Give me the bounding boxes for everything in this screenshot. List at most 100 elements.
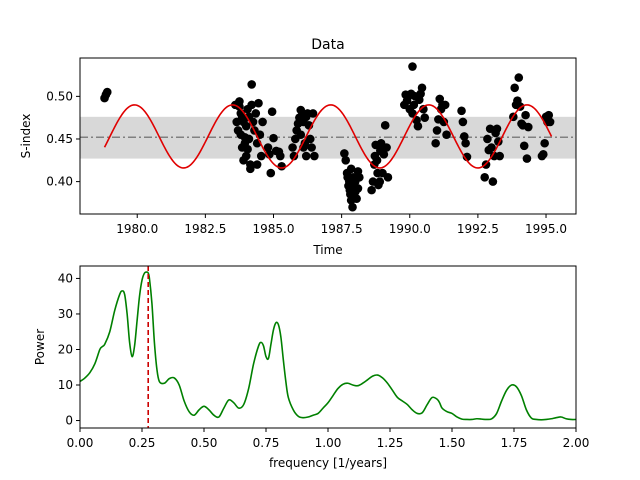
data-point [289, 151, 299, 161]
data-point [353, 184, 363, 193]
data-point [263, 143, 273, 152]
bottom-x-ticks: 0.00 0.25 0.50 0.75 1.00 1.25 1.50 1.75 2.00 [67, 428, 590, 450]
data-point [492, 124, 502, 134]
data-point [267, 107, 277, 117]
data-point [288, 143, 297, 152]
data-point [487, 143, 496, 152]
data-point [102, 87, 112, 97]
data-point [408, 109, 417, 118]
data-point [439, 117, 449, 127]
x-tick-label: 1980.0 [116, 222, 158, 236]
data-point [457, 106, 466, 116]
data-point [305, 134, 315, 144]
data-points [100, 62, 555, 212]
data-point [340, 149, 349, 158]
data-point [244, 134, 254, 144]
x-tick-label: 1987.5 [321, 222, 363, 236]
data-point [352, 194, 361, 203]
data-point [540, 138, 549, 148]
x-tick-label: 1.00 [315, 436, 342, 450]
data-point [432, 126, 442, 135]
data-point [247, 80, 256, 89]
data-point [243, 144, 252, 154]
model-curve [103, 104, 553, 169]
data-point [408, 62, 417, 71]
data-point [307, 143, 316, 152]
top-y-label: S-index [19, 114, 33, 159]
x-tick-label: 1995.0 [525, 222, 567, 236]
data-point [241, 121, 251, 131]
data-point [524, 122, 533, 132]
y-tick-label: 40 [58, 271, 73, 285]
data-point [379, 150, 389, 159]
data-point [276, 151, 285, 161]
data-point [346, 164, 356, 174]
data-point [241, 151, 251, 161]
bottom-y-ticks: 0 10 20 30 40 [58, 271, 80, 428]
data-point [459, 132, 469, 141]
data-point [375, 177, 385, 186]
data-point [409, 100, 419, 110]
data-point [519, 141, 529, 151]
x-tick-label: 1.25 [377, 436, 404, 450]
x-tick-label: 0.50 [191, 436, 218, 450]
data-point [251, 109, 261, 118]
x-tick-label: 1992.5 [457, 222, 499, 236]
top-title: Data [311, 37, 344, 53]
data-point [254, 98, 263, 108]
top-y-ticks: 0.40 0.45 0.50 [46, 89, 80, 189]
y-tick-label: 0.40 [46, 175, 73, 189]
data-point [515, 102, 525, 111]
data-point [266, 168, 276, 178]
top-x-ticks: 1980.0 1982.5 1985.0 1987.5 1990.0 1992.5 1995… [116, 214, 567, 236]
data-point [247, 100, 256, 110]
data-point [514, 73, 524, 82]
data-point [348, 202, 357, 212]
data-point [382, 143, 391, 152]
data-point [442, 130, 451, 140]
data-point [480, 173, 490, 182]
data-point [413, 121, 423, 131]
y-tick-label: 0.50 [46, 89, 73, 103]
x-tick-label: 1.50 [439, 436, 466, 450]
x-tick-label: 1982.5 [184, 222, 226, 236]
bottom-x-label: frequency [1/years] [269, 456, 387, 470]
data-point [538, 150, 548, 159]
x-tick-label: 0.00 [67, 436, 94, 450]
bottom-panel: 0.00 0.25 0.50 0.75 1.00 1.25 1.50 1.75 2.00 0 10… [33, 265, 590, 470]
data-point [269, 133, 278, 143]
data-point [461, 138, 470, 148]
power-spectrum-line [79, 271, 577, 421]
y-tick-label: 0.45 [46, 132, 73, 146]
data-point [462, 152, 472, 162]
data-point [355, 173, 364, 182]
data-point [544, 110, 554, 120]
y-tick-label: 30 [58, 307, 73, 321]
data-point [246, 164, 255, 174]
bottom-y-label: Power [33, 329, 47, 365]
x-tick-label: 0.75 [253, 436, 280, 450]
y-tick-label: 20 [58, 342, 73, 356]
data-point [495, 151, 504, 161]
data-point [296, 130, 306, 140]
data-point [521, 110, 530, 120]
x-tick-label: 1.75 [501, 436, 528, 450]
data-point [510, 83, 519, 93]
data-point [258, 117, 267, 127]
data-point [522, 154, 532, 163]
x-tick-label: 2.00 [563, 436, 590, 450]
top-panel: Data 1980.0 1982.5 1985.0 1987.5 1990.0 1992.… [19, 37, 577, 257]
data-point [488, 177, 498, 186]
power-spectrum-path [79, 271, 577, 421]
data-point [341, 155, 351, 165]
data-point [235, 97, 244, 106]
data-point [545, 117, 555, 127]
x-tick-label: 0.25 [129, 436, 156, 450]
data-point [308, 109, 318, 118]
model-curve-path [103, 104, 553, 169]
data-point [372, 155, 382, 165]
y-tick-label: 10 [58, 378, 73, 392]
data-point [431, 138, 440, 148]
data-point [310, 151, 319, 161]
